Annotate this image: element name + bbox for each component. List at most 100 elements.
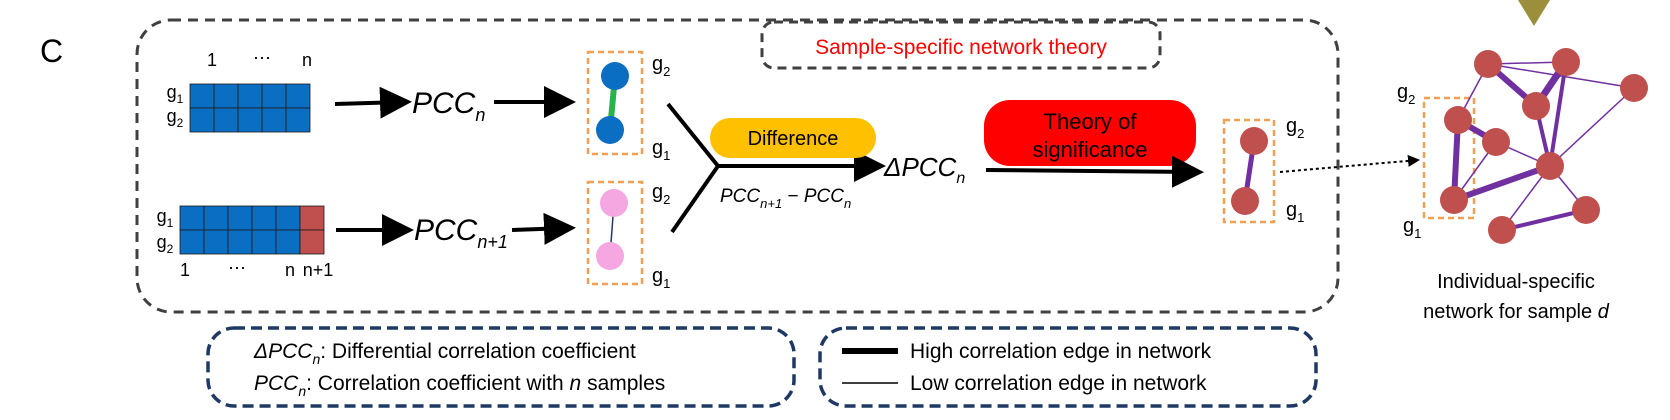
gene-pair-bottom-g1-label: g1 (652, 265, 670, 291)
matrix-cell (275, 229, 301, 255)
gene-pair-bottom-box (586, 180, 644, 286)
gene-pair-result-box (1222, 118, 1276, 224)
difference-label: Difference (748, 128, 839, 150)
gene-pair-top-box (586, 50, 644, 156)
matrix-bottom-col-last: n (285, 260, 295, 280)
significance-line2: significance (1033, 137, 1148, 162)
network-caption-line1: Individual-specific (1437, 271, 1595, 293)
gene-pair-top-g1-label: g1 (652, 137, 670, 163)
gene-node-top-g1 (596, 116, 624, 144)
network-node (1620, 74, 1648, 102)
matrix-bottom-col-extra: n+1 (303, 260, 334, 280)
pcc-n-label: PCCn (412, 87, 485, 125)
matrix-bottom: g1 g2 1 ⋯ n n+1 (157, 205, 334, 280)
matrix-cell (179, 229, 205, 255)
legend-high-edge-label: High correlation edge in network (910, 340, 1212, 363)
matrix-cell (251, 229, 277, 255)
matrix-cell (285, 107, 311, 133)
gene-pair-bottom-g2-label: g2 (652, 181, 670, 207)
matrix-cell (299, 229, 325, 255)
gene-pair-bottom: g2 g1 (586, 180, 670, 291)
matrix-cell (179, 205, 205, 231)
legend-left-box (206, 326, 796, 408)
difference-formula: PCCn+1 − PCCn (720, 186, 851, 211)
matrix-top-col-dots: ⋯ (253, 48, 271, 68)
network-edge (1549, 87, 1635, 167)
matrix-top-col-last: n (302, 50, 312, 70)
legend-low-edge-label: Low correlation edge in network (910, 372, 1207, 395)
matrix-cell (251, 205, 277, 231)
matrix-cell (261, 107, 287, 133)
panel-label: C (40, 33, 63, 69)
matrix-cell (261, 83, 287, 109)
gene-node-bottom-g2 (600, 189, 628, 217)
significance-pill (984, 100, 1196, 166)
network-g1-label: g1 (1403, 215, 1421, 241)
network-edge (1452, 163, 1552, 203)
matrix-cell (189, 83, 215, 109)
matrix-cell (213, 83, 239, 109)
matrix-bottom-col-first: 1 (180, 260, 190, 280)
gene-pair-result: g2 g1 (1222, 115, 1304, 225)
arrow-matrix-to-pccn (334, 86, 412, 119)
matrix-top-row2-label: g2 (167, 106, 184, 130)
dotted-arrow-to-network (1279, 154, 1420, 173)
pcc-n1-label: PCCn+1 (414, 214, 508, 252)
gene-node-result-g1 (1231, 187, 1259, 215)
legend-right-box (818, 326, 1318, 408)
matrix-top-col-first: 1 (207, 50, 217, 70)
matrix-cell (227, 229, 253, 255)
network-node (1572, 196, 1600, 224)
matrix-cell (285, 83, 311, 109)
network-node (1522, 92, 1550, 120)
network-node (1536, 152, 1564, 180)
arrow-pccn1-to-genes (511, 212, 576, 245)
gene-node-result-g2 (1240, 127, 1268, 155)
network-node (1488, 216, 1516, 244)
triangle-marker-icon (1518, 0, 1550, 26)
network-highlight-box (1422, 96, 1476, 220)
network-edge (1487, 63, 1635, 89)
matrix-cell (299, 205, 325, 231)
gene-pair-top: g2 g1 (586, 50, 670, 163)
network-node (1444, 106, 1472, 134)
gene-node-top-g2 (601, 62, 629, 90)
matrix-cell (237, 107, 263, 133)
matrix-cell (227, 205, 253, 231)
matrix-bottom-col-dots: ⋯ (228, 258, 246, 278)
matrix-cell (203, 229, 229, 255)
legend-left-line1: ΔPCCn: Differential correlation coeffici… (253, 340, 636, 367)
matrix-cell (203, 205, 229, 231)
network-edge (1548, 61, 1568, 167)
matrix-cell (237, 83, 263, 109)
network-g2-label: g2 (1397, 81, 1415, 107)
matrix-top: 1 ⋯ n g1 g2 (167, 48, 312, 133)
merge-line-top (666, 102, 720, 168)
network-node (1482, 128, 1510, 156)
network-node (1440, 186, 1468, 214)
network-node (1552, 48, 1580, 76)
theory-box (135, 18, 1340, 314)
network-edge (1501, 208, 1587, 232)
merge-line-bottom (670, 164, 720, 234)
individual-network: g2 g1 (1397, 48, 1648, 244)
network-caption-line2: network for sample d (1423, 301, 1610, 323)
network-node (1474, 50, 1502, 78)
theory-title-box (760, 20, 1162, 70)
difference-pill (710, 118, 876, 158)
significance-line1: Theory of (1044, 109, 1138, 134)
gene-pair-result-g1-label: g1 (1286, 199, 1304, 225)
gene-pair-result-g2-label: g2 (1286, 115, 1304, 141)
matrix-bottom-row1-label: g1 (157, 206, 174, 230)
matrix-cell (275, 205, 301, 231)
matrix-cell (213, 107, 239, 133)
gene-pair-top-g2-label: g2 (652, 53, 670, 79)
matrix-top-row1-label: g1 (167, 82, 184, 106)
arrow-to-result-pair (985, 155, 1204, 188)
legend-left-line2: PCCn: Correlation coefficient with n sam… (254, 372, 665, 399)
gene-node-bottom-g1 (596, 242, 624, 270)
theory-title: Sample-specific network theory (815, 36, 1107, 59)
matrix-cell (189, 107, 215, 133)
matrix-bottom-row2-label: g2 (157, 232, 174, 256)
delta-pcc-label: ΔPCCn (883, 152, 965, 187)
